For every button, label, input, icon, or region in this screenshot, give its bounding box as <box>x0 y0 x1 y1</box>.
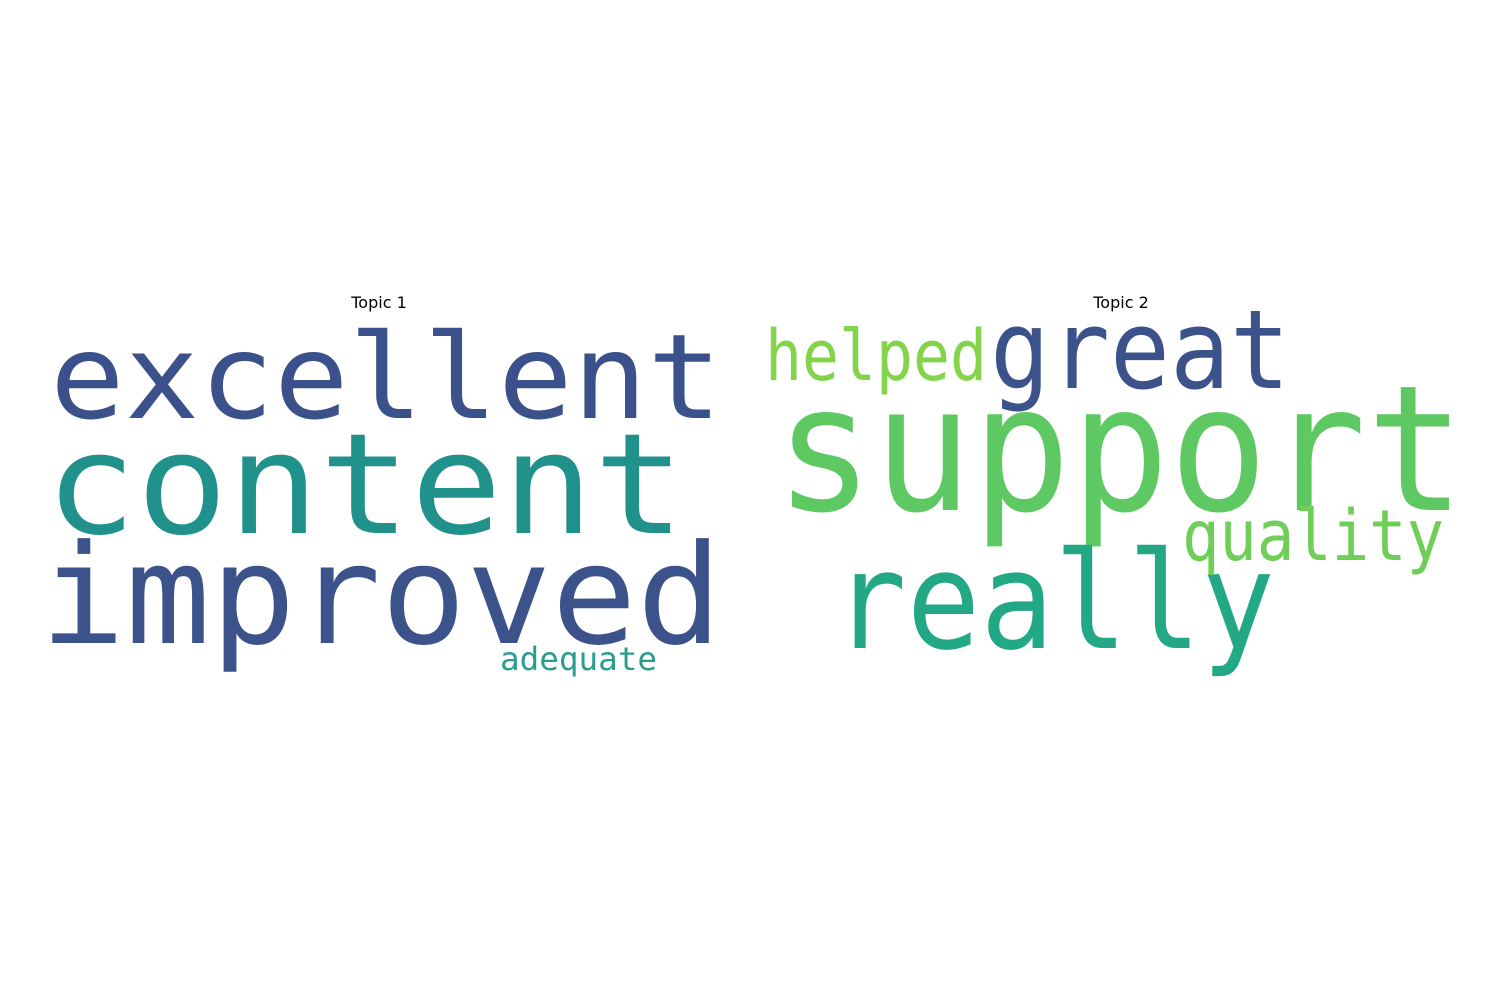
word-great: great <box>990 286 1290 414</box>
topic-1-title: Topic 1 <box>351 293 407 312</box>
word-helped: helped <box>765 315 987 397</box>
word-excellent: excellent <box>50 308 722 446</box>
word-adequate: adequate <box>500 640 657 678</box>
word-quality: quality <box>1182 495 1444 577</box>
word-support: support <box>775 349 1465 552</box>
topic-2-title: Topic 2 <box>1093 293 1149 312</box>
word-content: content <box>45 404 685 567</box>
word-really: really <box>833 523 1275 680</box>
word-improved: improved <box>40 515 722 676</box>
